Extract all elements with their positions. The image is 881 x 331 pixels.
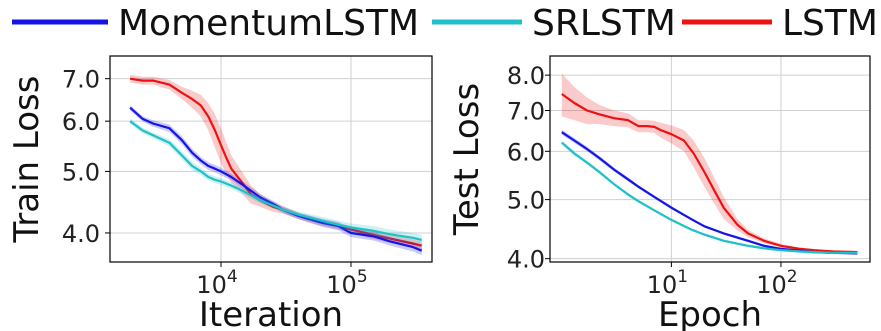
band-momentumlstm [130,105,422,256]
legend-item-srlstm: SRLSTM [432,3,676,44]
band-srlstm [130,118,422,245]
plot-frame [549,55,871,263]
y-tick-label-3: 7.0 [62,66,100,94]
series-momentumlstm [129,105,423,256]
series-srlstm [129,118,422,245]
y-tick-label-4: 8.0 [507,62,545,90]
y-tick-label-2: 6.0 [507,138,545,166]
legend-label-lstm: LSTM [782,3,878,44]
y-tick-label-2: 6.0 [62,108,100,136]
x-tick-exponent: 2 [787,267,798,287]
y-axis-label: Test Loss [447,83,487,236]
x-tick-base: 10 [196,271,227,299]
y-axis-label: Train Loss [7,76,47,244]
plot-frame [109,55,433,263]
x-tick-label-0: 104 [196,267,237,299]
series-srlstm [561,140,858,255]
series-lstm [561,73,858,254]
x-tick-base: 10 [326,271,357,299]
line-srlstm [129,120,422,241]
line-momentumlstm [129,106,423,252]
y-tick-label-3: 7.0 [507,98,545,126]
x-axis-label: Iteration [199,295,343,331]
x-tick-exponent: 1 [677,267,688,287]
line-lstm [561,93,858,254]
series-lstm [129,74,422,250]
x-tick-base: 10 [647,271,678,299]
legend-item-lstm: LSTM [682,3,878,44]
grid [550,56,870,262]
x-tick-label-1: 105 [326,267,367,299]
y-tick-label-1: 5.0 [507,187,545,215]
line-lstm [129,77,422,247]
band-lstm [130,74,422,250]
x-tick-exponent: 5 [357,267,368,287]
x-tick-base: 10 [756,271,787,299]
legend: MomentumLSTM SRLSTM LSTM [12,3,878,44]
x-tick-label-1: 102 [756,267,797,299]
x-tick-exponent: 4 [227,267,238,287]
x-axis-label: Epoch [658,295,762,331]
legend-label-momentumlstm: MomentumLSTM [118,3,419,44]
legend-item-momentumlstm: MomentumLSTM [12,3,419,44]
y-tick-label-1: 5.0 [62,158,100,186]
x-tick-label-0: 101 [647,267,688,299]
y-tick-label-0: 4.0 [507,246,545,274]
line-srlstm [561,141,858,254]
legend-label-srlstm: SRLSTM [532,3,676,44]
y-tick-label-0: 4.0 [62,220,100,248]
band-lstm [561,73,858,254]
